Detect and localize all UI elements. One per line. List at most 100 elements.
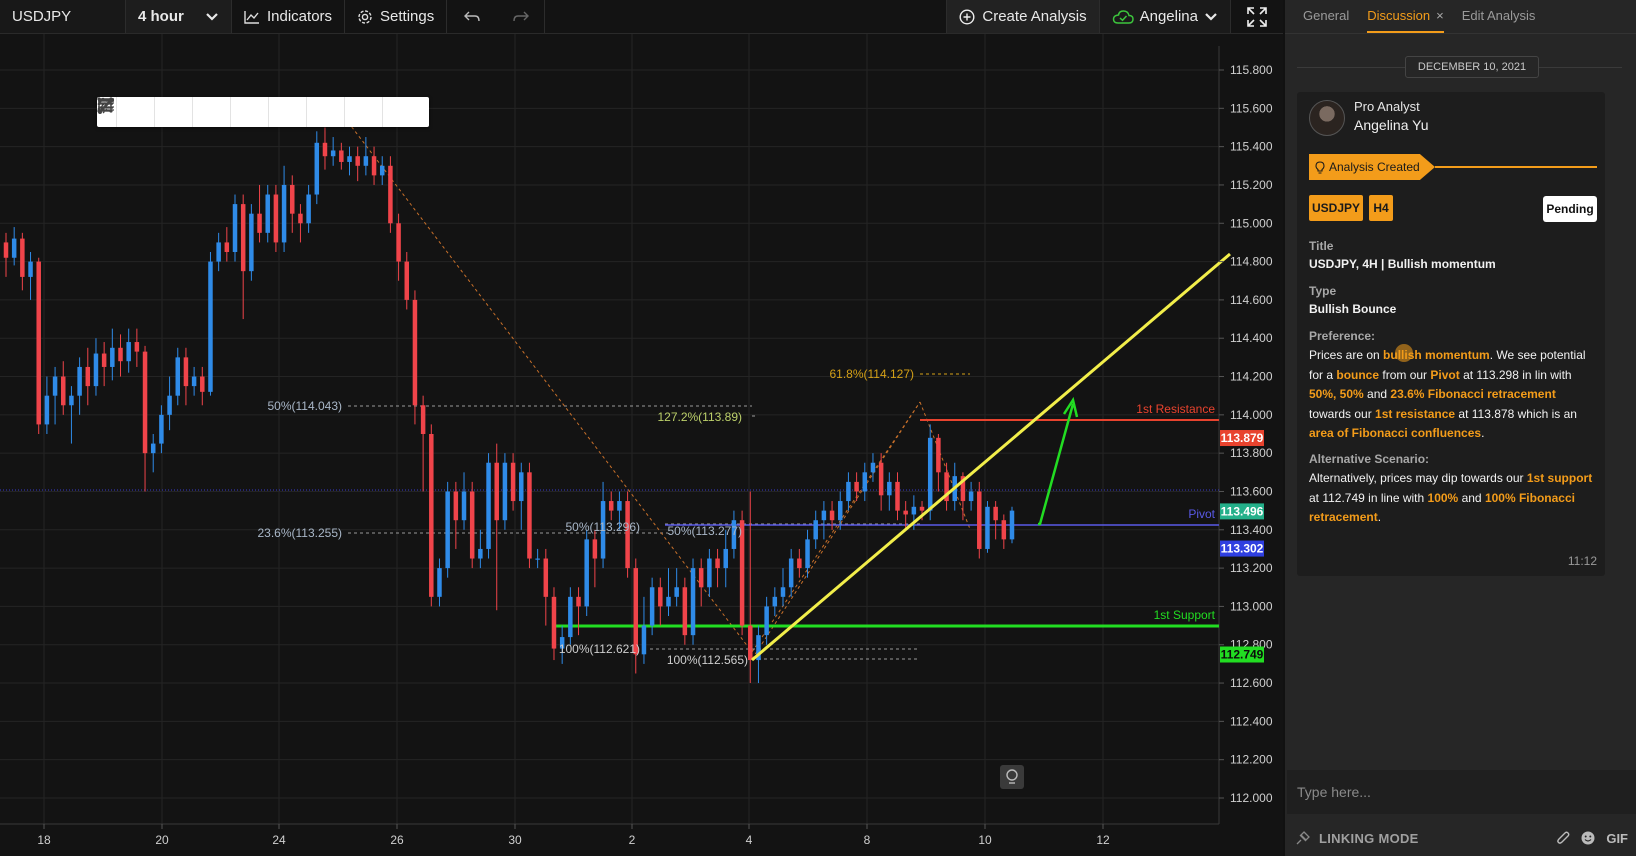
linking-mode-icon[interactable] — [1295, 830, 1311, 846]
candle-body — [707, 558, 712, 588]
y-tick-label: 113.600 — [1230, 484, 1273, 498]
candle-body — [118, 347, 123, 362]
candle-body — [633, 568, 639, 655]
candle-body — [592, 539, 598, 559]
rectangle-icon[interactable] — [97, 97, 421, 127]
close-icon[interactable]: × — [1436, 8, 1444, 23]
message-input[interactable] — [1297, 784, 1597, 800]
x-tick-label: 20 — [155, 833, 169, 847]
candle-body — [723, 548, 728, 569]
emoji-icon[interactable] — [1580, 830, 1596, 846]
price-tag[interactable]: 113.302 — [1220, 540, 1264, 557]
gif-button[interactable]: GIF — [1606, 830, 1628, 846]
undo-button[interactable] — [447, 0, 497, 33]
parallel-channel-icon[interactable] — [98, 97, 383, 127]
y-tick-label: 112.000 — [1230, 791, 1273, 805]
title-value: USDJPY, 4H | Bullish momentum — [1309, 257, 1496, 271]
tab-general[interactable]: General — [1303, 8, 1349, 33]
projection-arrow[interactable] — [1038, 396, 1079, 526]
price-tag[interactable]: 113.879 — [1220, 430, 1264, 447]
attachment-icon[interactable] — [1556, 830, 1570, 846]
x-tick-label: 24 — [272, 833, 286, 847]
x-tick-label: 4 — [746, 833, 753, 847]
user-name: Angelina — [1139, 8, 1198, 25]
fib-retracement-icon[interactable] — [98, 97, 345, 127]
candle-body — [69, 395, 74, 406]
candle-body — [273, 194, 279, 243]
candle-body — [731, 520, 737, 549]
candle-body — [85, 366, 91, 387]
candle-body — [977, 491, 982, 549]
candle-body — [887, 481, 892, 496]
chart-canvas[interactable]: 115.800 115.600 115.400 115.200 115.000 114.8… — [0, 34, 1283, 856]
candle-body — [854, 481, 859, 492]
status-badge: Pending — [1543, 196, 1597, 222]
fullscreen-icon — [1247, 6, 1267, 27]
y-tick-label: 115.800 — [1230, 63, 1273, 77]
fullscreen-button[interactable] — [1231, 0, 1283, 33]
analysis-sidebar: General Discussion × Edit Analysis DECEMB… — [1283, 0, 1636, 856]
price-tag[interactable]: 112.749 — [1220, 646, 1264, 663]
candle-body — [150, 443, 156, 454]
candle-body — [617, 501, 622, 511]
candle-body — [281, 184, 287, 243]
y-tick-label: 113.000 — [1230, 599, 1273, 613]
title-label: Title — [1309, 239, 1334, 253]
candle-body — [658, 587, 663, 607]
y-tick-label: 113.400 — [1230, 523, 1273, 537]
candle-body — [837, 501, 843, 521]
trendline[interactable] — [751, 252, 1231, 662]
preference-text: Prices are on bullish momentum. We see p… — [1309, 348, 1586, 440]
cloud-check-icon — [1112, 9, 1134, 24]
candle-body — [110, 347, 115, 367]
time-axis[interactable]: 18 20 24 26 30 2 4 8 10 12 — [37, 824, 1110, 847]
candle-body — [821, 510, 827, 521]
redo-icon — [513, 11, 529, 21]
price-chart[interactable]: 115.800 115.600 115.400 115.200 115.000 114.8… — [0, 34, 1283, 856]
user-menu[interactable]: Angelina — [1099, 0, 1231, 33]
candle-body — [159, 414, 164, 444]
linking-mode-label[interactable]: LINKING MODE — [1319, 830, 1419, 846]
y-tick-label: 114.000 — [1230, 408, 1273, 422]
avatar[interactable] — [1309, 100, 1345, 136]
candle-body — [494, 462, 499, 521]
tab-discussion[interactable]: Discussion × — [1367, 8, 1444, 33]
price-tag[interactable]: 113.496 — [1220, 503, 1264, 520]
candle-body — [519, 472, 524, 502]
extended-line-icon[interactable] — [98, 97, 307, 127]
candle-body — [600, 501, 606, 559]
timeframe-dropdown[interactable]: 4 hour — [126, 0, 232, 33]
candle-body — [249, 213, 254, 272]
settings-button[interactable]: Settings — [345, 0, 448, 33]
candle-body — [453, 491, 459, 521]
discussion-panel: DECEMBER 10, 2021 Pro Analyst Angelina Y… — [1297, 34, 1622, 774]
candle-body — [44, 395, 50, 425]
idea-button[interactable] — [1000, 765, 1024, 789]
candle-body — [764, 606, 769, 636]
horizontal-ray-icon[interactable] — [98, 97, 193, 127]
candle-body — [739, 520, 745, 626]
symbol-selector[interactable]: USDJPY — [0, 0, 126, 33]
indicators-button[interactable]: Indicators — [232, 0, 346, 33]
redo-button[interactable] — [497, 0, 546, 33]
analysis-card: Pro Analyst Angelina Yu Analysis Created… — [1297, 92, 1605, 576]
ray-icon[interactable] — [98, 97, 269, 127]
author-name: Angelina Yu — [1354, 117, 1429, 133]
candle-body — [698, 568, 704, 588]
x-tick-label: 10 — [978, 833, 992, 847]
y-tick-label: 115.600 — [1230, 101, 1273, 115]
price-tag-value: 112.749 — [1221, 648, 1264, 662]
tab-edit-analysis[interactable]: Edit Analysis — [1462, 8, 1536, 33]
symbol-label: USDJPY — [12, 8, 72, 25]
create-analysis-label: Create Analysis — [982, 8, 1087, 25]
y-tick-label: 115.000 — [1230, 216, 1273, 230]
trend-line-icon[interactable] — [98, 97, 231, 127]
candle-body — [797, 558, 802, 569]
candle-body — [330, 150, 336, 157]
lightbulb-icon — [1315, 160, 1325, 174]
create-analysis-button[interactable]: Create Analysis — [946, 0, 1100, 33]
settings-label: Settings — [380, 8, 435, 25]
line-style-icon[interactable] — [98, 97, 155, 127]
candle-body — [216, 242, 221, 262]
